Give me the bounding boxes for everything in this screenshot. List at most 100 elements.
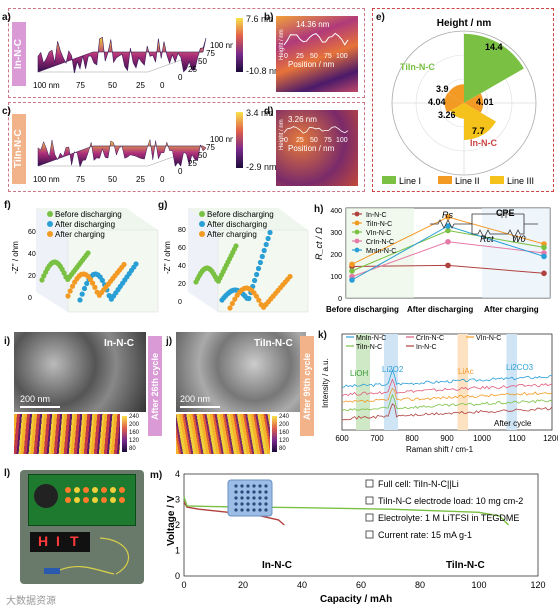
panel-k-band-3 bbox=[506, 334, 517, 430]
fCurves-pt-2-2 bbox=[69, 283, 76, 289]
panel-m-note-0: Full cell: TiIn-N-C||Li bbox=[378, 479, 459, 489]
panel-i-label: In-N-C bbox=[104, 338, 134, 349]
panel-b-tick-1: 25 bbox=[296, 53, 304, 60]
panel-a-zmax: 7.6 nm bbox=[246, 14, 274, 24]
panel-e-val-1: 3.9 bbox=[436, 84, 449, 94]
panel-a-axis-2: 50 bbox=[108, 81, 117, 90]
fCurves-pt-2-12 bbox=[92, 284, 98, 290]
panel-j-sem-image bbox=[176, 332, 306, 412]
panel-k-legend-2: VIn-N-C bbox=[476, 335, 501, 342]
led bbox=[83, 497, 89, 503]
panel-m-voltage-chart: 0 20 40 60 80 100 120 0 1 2 3 4 Voltage / V Capacit… bbox=[166, 469, 546, 605]
led bbox=[83, 487, 89, 493]
panel-c-colorbar bbox=[236, 112, 243, 168]
panel-h-pt-1-1 bbox=[445, 214, 451, 220]
panel-k-ylabel: Intensity / a.u. bbox=[321, 358, 330, 408]
panel-h-cat-2: After charging bbox=[484, 305, 539, 314]
panel-c-axisy-3: 75 bbox=[206, 143, 215, 152]
panel-c-axisy-4: 100 nm bbox=[210, 135, 233, 144]
panel-c-axis-0: 100 nm bbox=[33, 175, 60, 184]
panel-h-cat-1: After discharging bbox=[407, 305, 473, 314]
panel-h-pt-2-0 bbox=[349, 268, 355, 274]
panel-h-pt-1-0 bbox=[349, 261, 355, 268]
panel-f-letter: f) bbox=[4, 200, 11, 211]
panel-k-xtick-2: 800 bbox=[405, 434, 419, 443]
gCurves-pt-2-1 bbox=[229, 300, 235, 307]
panel-e-label-in: In-N-C bbox=[470, 138, 497, 148]
panel-k-letter: k) bbox=[318, 330, 327, 341]
panel-i-cbar-2: 160 bbox=[129, 430, 140, 436]
panel-f-tick-1: 20 bbox=[28, 273, 36, 280]
panel-b-afm-image bbox=[276, 16, 358, 92]
panel-m-xtick-6: 120 bbox=[530, 580, 545, 590]
led bbox=[110, 487, 116, 493]
panel-k-xlabel: Raman shift / cm-1 bbox=[406, 445, 474, 454]
led bbox=[101, 497, 107, 503]
panel-k-spectrum-3 bbox=[341, 393, 553, 412]
panel-g-tick-2: 40 bbox=[178, 263, 186, 270]
panel-i-height-map bbox=[14, 414, 120, 454]
panel-i-cbar-1: 200 bbox=[129, 422, 140, 428]
panel-k-spectrum-4 bbox=[341, 403, 553, 421]
panel-i-cbar bbox=[122, 416, 127, 452]
panel-e-legend-2: Line III bbox=[507, 176, 534, 186]
panel-k-xtick-0: 600 bbox=[335, 434, 349, 443]
led bbox=[119, 497, 125, 503]
panel-h-pt-2-1 bbox=[445, 227, 451, 234]
led bbox=[74, 487, 80, 493]
gCurves-pt-1-23 bbox=[263, 241, 269, 248]
gCurves-pt-2-11 bbox=[253, 293, 259, 299]
panel-j-cbar bbox=[272, 416, 277, 452]
panel-h-legend-4: MnIn-N-C bbox=[366, 248, 396, 255]
panel-c-axis-2: 50 bbox=[108, 175, 117, 184]
led bbox=[119, 487, 125, 493]
fCurves-pt-1-25 bbox=[133, 261, 139, 267]
circuit-diagram bbox=[430, 210, 538, 239]
panel-h-pt-0-1 bbox=[445, 262, 451, 269]
panel-l-wires bbox=[44, 537, 129, 575]
panel-e-val-2: 4.04 bbox=[428, 97, 446, 107]
panel-g-legend-0: Before discharging bbox=[207, 210, 274, 219]
panel-d-tick-0: 0 bbox=[284, 137, 288, 144]
panel-m-ytick-3: 3 bbox=[175, 495, 180, 505]
panel-g-nyquist-3d: -Z'' / ohm 0 20 40 60 80 Before discharg… bbox=[163, 208, 309, 313]
gCurves-pt-1-19 bbox=[255, 265, 262, 272]
panel-b-tick-0: 0 bbox=[284, 53, 288, 60]
panel-d-tick-2: 50 bbox=[310, 137, 318, 144]
panel-h-ytick-0: 0 bbox=[338, 296, 342, 303]
panel-c-letter: c) bbox=[2, 106, 11, 117]
panel-f-legend-1: After discharging bbox=[55, 220, 115, 229]
circuit-rs: Rs bbox=[442, 210, 453, 220]
circuit-cpe: CPE bbox=[496, 208, 515, 218]
panel-i-side: After 26th cycle bbox=[148, 336, 162, 436]
fCurves-pt-0-12 bbox=[61, 270, 67, 276]
panel-m-xtick-3: 60 bbox=[356, 580, 366, 590]
panel-j-cbar-0: 240 bbox=[279, 414, 290, 420]
panel-i-cbar-4: 80 bbox=[129, 446, 136, 452]
panel-e-legend-swatch-2 bbox=[490, 176, 504, 184]
gCurves-pt-1-25 bbox=[267, 229, 273, 236]
panel-a-side-label: In-N-C bbox=[12, 22, 26, 86]
panel-h-pt-4-0 bbox=[349, 277, 355, 283]
panel-m-cell-photo bbox=[227, 479, 273, 517]
panel-b-profile: 14.36 nm 0 25 50 75 100 Position / nm He… bbox=[279, 20, 349, 69]
panel-k-spectrum-0 bbox=[341, 369, 553, 388]
panel-f-ylabel: -Z'' / ohm bbox=[11, 241, 20, 274]
peak-liac: LiAc bbox=[458, 367, 474, 376]
panel-m-ytick-0: 0 bbox=[175, 571, 180, 581]
panel-m-ytick-4: 4 bbox=[175, 469, 180, 479]
panel-g-tick-0: 0 bbox=[178, 299, 182, 306]
panel-b-letter: b) bbox=[264, 12, 274, 23]
panel-m-note-2: Electrolyte: 1 M LiTFSI in TEGDME bbox=[378, 513, 519, 523]
panel-b-measure: 14.36 nm bbox=[296, 20, 330, 29]
gCurves-pt-1-22 bbox=[261, 247, 267, 254]
panel-j-cbar-2: 160 bbox=[279, 430, 290, 436]
gCurves-pt-2-0 bbox=[227, 305, 233, 311]
panel-d-ylabel: Height / nm bbox=[279, 119, 285, 150]
panel-m-xtick-4: 80 bbox=[415, 580, 425, 590]
peak-li2co3: Li2CO3 bbox=[506, 363, 534, 372]
panel-b-ylabel: Height / nm bbox=[279, 29, 285, 60]
panel-l-display-h: H bbox=[38, 533, 49, 549]
panel-a-frame bbox=[8, 8, 365, 98]
